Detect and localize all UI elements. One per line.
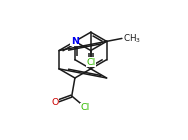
Text: N: N: [71, 37, 79, 46]
Text: Cl: Cl: [86, 58, 95, 66]
Text: Cl: Cl: [80, 103, 89, 112]
Text: O: O: [52, 98, 59, 107]
Text: CH$_3$: CH$_3$: [124, 32, 142, 45]
